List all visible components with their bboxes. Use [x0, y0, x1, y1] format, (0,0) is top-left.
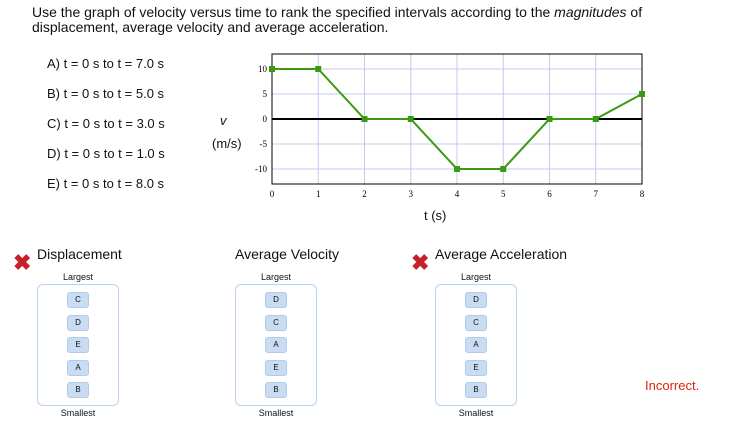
y-tick-label: 5 — [263, 89, 268, 99]
y-axis-unit: (m/s) — [212, 136, 242, 151]
prompt-text-end: of displacement, average velocity and av… — [32, 4, 643, 35]
largest-label: Largest — [62, 272, 94, 282]
x-tick-label: 2 — [362, 189, 367, 199]
ranking-tile[interactable]: E — [465, 359, 487, 376]
ranking-tile[interactable]: C — [465, 314, 487, 331]
option-e: E) t = 0 s to t = 8.0 s — [47, 176, 165, 191]
ranking-title: Displacement — [37, 246, 122, 262]
velocity-chart: 0 1 2 3 4 5 6 7 8 10 5 0 -5 -10 — [255, 53, 645, 199]
question-prompt: Use the graph of velocity versus time to… — [32, 5, 712, 35]
ranking-tile[interactable]: B — [465, 382, 487, 398]
ranking-tile[interactable]: D — [265, 292, 287, 308]
ranking-tile[interactable]: B — [265, 382, 287, 398]
data-point — [546, 116, 553, 122]
prompt-emphasis: magnitudes — [554, 4, 627, 20]
x-tick-label: 4 — [455, 189, 460, 199]
x-tick-label: 0 — [270, 189, 275, 199]
y-tick-label: 0 — [263, 114, 268, 124]
y-tick-label: -5 — [260, 139, 268, 149]
x-tick-label: 7 — [594, 189, 599, 199]
largest-label: Largest — [260, 272, 292, 282]
status-incorrect: Incorrect. — [645, 378, 700, 393]
ranking-tile[interactable]: B — [67, 382, 89, 398]
ranking-tile[interactable]: A — [67, 359, 89, 376]
ranking-tile[interactable]: C — [67, 292, 89, 308]
y-axis-var: v — [220, 113, 227, 128]
ranking-tile[interactable]: E — [265, 359, 287, 376]
data-point — [500, 166, 507, 172]
y-tick-label: 10 — [258, 64, 268, 74]
data-point — [361, 116, 368, 122]
smallest-label: Smallest — [258, 408, 294, 418]
ranking-tile[interactable]: D — [465, 292, 487, 308]
ranking-tile[interactable]: D — [67, 314, 89, 331]
x-tick-label: 3 — [409, 189, 414, 199]
option-a: A) t = 0 s to t = 7.0 s — [47, 56, 165, 71]
incorrect-x-icon: ✖ — [13, 250, 32, 275]
plot-frame — [271, 53, 643, 185]
ranking-title: Average Acceleration — [435, 246, 568, 262]
option-d: D) t = 0 s to t = 1.0 s — [47, 146, 165, 161]
option-b: B) t = 0 s to t = 5.0 s — [47, 86, 165, 101]
incorrect-x-icon: ✖ — [411, 250, 430, 275]
ranking-tile[interactable]: C — [265, 314, 287, 331]
ranking-tile[interactable]: E — [67, 337, 89, 353]
ranking-tile[interactable]: A — [265, 337, 287, 353]
data-point — [639, 91, 645, 97]
smallest-label: Smallest — [60, 408, 96, 418]
ranking-tile[interactable]: A — [465, 337, 487, 353]
data-point — [592, 116, 599, 122]
data-point — [407, 116, 414, 122]
data-point — [315, 66, 322, 72]
data-point — [454, 166, 460, 172]
x-tick-label: 6 — [547, 189, 552, 199]
x-tick-label: 1 — [316, 189, 321, 199]
data-point — [269, 66, 275, 72]
smallest-label: Smallest — [458, 408, 494, 418]
ranking-title: Average Velocity — [235, 246, 340, 262]
x-tick-label: 8 — [640, 189, 645, 199]
option-c: C) t = 0 s to t = 3.0 s — [47, 116, 165, 131]
largest-label: Largest — [460, 272, 492, 282]
prompt-text: Use the graph of velocity versus time to… — [32, 4, 555, 20]
y-tick-label: -10 — [255, 164, 267, 174]
x-axis-label: t (s) — [424, 208, 447, 223]
x-tick-label: 5 — [501, 189, 506, 199]
